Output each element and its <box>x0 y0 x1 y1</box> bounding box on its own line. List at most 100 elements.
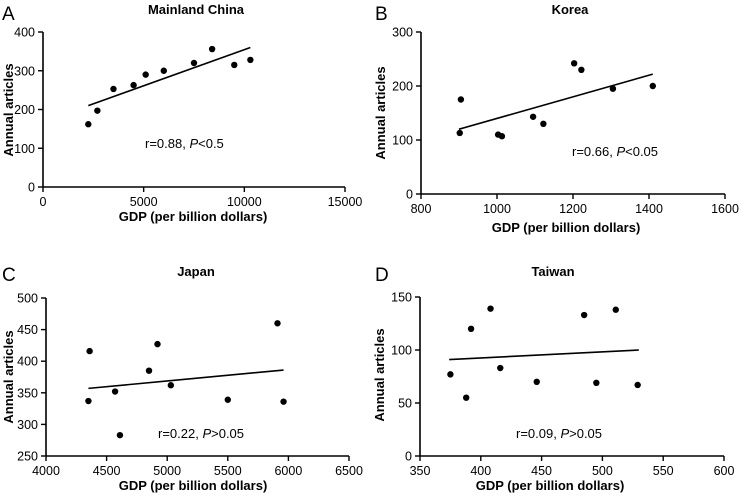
data-point <box>167 382 175 389</box>
data-point <box>580 311 588 319</box>
data-point <box>533 378 540 385</box>
data-point <box>110 85 117 93</box>
y-tick-label: 300 <box>392 26 413 40</box>
regression-line <box>449 349 639 361</box>
x-tick-label: 800 <box>411 202 432 216</box>
x-tick-label: 350 <box>410 464 431 478</box>
stat-r: r=0.88, <box>145 136 189 151</box>
data-point <box>85 397 92 405</box>
stat-p-letter: P <box>560 426 569 441</box>
data-point <box>463 394 470 401</box>
chart-title: Japan <box>177 264 215 279</box>
plot-area-b: 800 1000 1200 1400 1600 0 100 200 300 <box>392 26 739 217</box>
data-point <box>612 306 619 313</box>
y-tick-label: 50 <box>398 397 412 411</box>
data-point <box>142 71 149 78</box>
y-tick-label: 0 <box>28 181 35 195</box>
y-axis-label: Annual articles <box>372 328 387 421</box>
x-tick-label: 400 <box>470 464 491 478</box>
y-tick-label: 400 <box>14 26 35 40</box>
data-point <box>130 81 137 89</box>
stat-annotation: r=0.88, P<0.5 <box>145 136 224 151</box>
panel-letter: C <box>2 265 16 286</box>
x-tick-label: 1600 <box>711 202 739 216</box>
panel-c: C Japan Annual articles GDP (per billion… <box>1 264 267 493</box>
chart-title: Taiwan <box>531 264 574 279</box>
x-tick-label: 1000 <box>483 202 511 216</box>
x-tick-label: 0 <box>40 195 47 209</box>
y-tick-label: 500 <box>17 292 38 306</box>
panel-b: B Korea Annual articles GDP (per billion… <box>373 2 658 235</box>
plot-area-d: 350 400 450 500 550 600 0 50 100 150 <box>391 291 734 479</box>
data-point <box>280 398 287 405</box>
stat-r: r=0.22, <box>158 426 202 441</box>
data-point <box>498 133 506 140</box>
data-point <box>649 82 656 90</box>
x-tick-label: 1400 <box>635 202 663 216</box>
panel-d: D Taiwan Annual articles GDP (per billio… <box>372 264 624 493</box>
y-axis-label: Annual articles <box>373 66 388 159</box>
chart-title: Korea <box>552 2 590 17</box>
regression-line <box>88 369 284 390</box>
data-point <box>224 396 231 403</box>
stat-p-value: <0.05 <box>625 144 658 159</box>
y-tick-label: 100 <box>391 344 412 358</box>
plot-area-a: 0 5000 10000 15000 0 100 200 300 400 <box>14 26 362 210</box>
data-point <box>86 347 93 355</box>
y-tick-label: 100 <box>14 142 35 156</box>
data-point <box>487 305 494 312</box>
data-point <box>274 320 281 327</box>
x-axis-label: GDP (per billion dollars) <box>492 220 641 235</box>
stat-r: r=0.66, <box>572 144 616 159</box>
y-tick-label: 350 <box>17 386 38 400</box>
x-tick-label: 4500 <box>93 464 121 478</box>
stat-annotation: r=0.66, P<0.05 <box>572 144 658 159</box>
data-point <box>94 107 101 114</box>
data-point <box>634 381 641 389</box>
x-tick-label: 10000 <box>227 195 262 209</box>
stat-p-letter: P <box>202 426 211 441</box>
data-point <box>160 67 167 74</box>
panel-letter: B <box>375 4 388 25</box>
panel-letter: A <box>2 4 15 25</box>
x-axis-label: GDP (per billion dollars) <box>476 478 625 493</box>
chart-title: Mainland China <box>148 2 245 17</box>
y-tick-label: 300 <box>14 64 35 78</box>
y-tick-label: 400 <box>17 355 38 369</box>
y-tick-label: 200 <box>14 103 35 117</box>
stat-p-value: <0.5 <box>198 136 224 151</box>
data-point <box>529 113 537 120</box>
regression-line <box>458 73 654 130</box>
x-tick-label: 4000 <box>32 464 60 478</box>
y-tick-label: 150 <box>391 291 412 305</box>
y-tick-label: 300 <box>17 418 38 432</box>
stat-annotation: r=0.22, P>0.05 <box>158 426 244 441</box>
data-point <box>190 59 198 67</box>
x-tick-label: 550 <box>653 464 674 478</box>
stat-r: r=0.09, <box>516 426 560 441</box>
data-point <box>456 129 463 137</box>
data-point <box>85 121 92 128</box>
plot-area-c: 4000 4500 5000 5500 6000 6500 250 300 350 400 450 5… <box>17 292 363 479</box>
data-point <box>578 66 585 74</box>
data-point <box>145 367 153 374</box>
y-tick-label: 100 <box>392 134 413 148</box>
stat-p-value: >0.05 <box>211 426 244 441</box>
data-point <box>111 388 119 395</box>
data-point <box>447 371 454 378</box>
regression-line <box>88 46 251 107</box>
data-point <box>609 85 617 92</box>
x-tick-label: 5500 <box>214 464 242 478</box>
y-tick-label: 250 <box>17 450 38 464</box>
x-tick-label: 600 <box>714 464 735 478</box>
x-axis-label: GDP (per billion dollars) <box>119 478 268 493</box>
data-point <box>570 60 578 67</box>
y-tick-label: 0 <box>405 450 412 464</box>
x-tick-label: 15000 <box>328 195 363 209</box>
x-tick-label: 500 <box>592 464 613 478</box>
data-point <box>540 120 547 128</box>
stat-annotation: r=0.09, P>0.05 <box>516 426 602 441</box>
data-point <box>231 61 238 69</box>
stat-p-letter: P <box>189 136 198 151</box>
